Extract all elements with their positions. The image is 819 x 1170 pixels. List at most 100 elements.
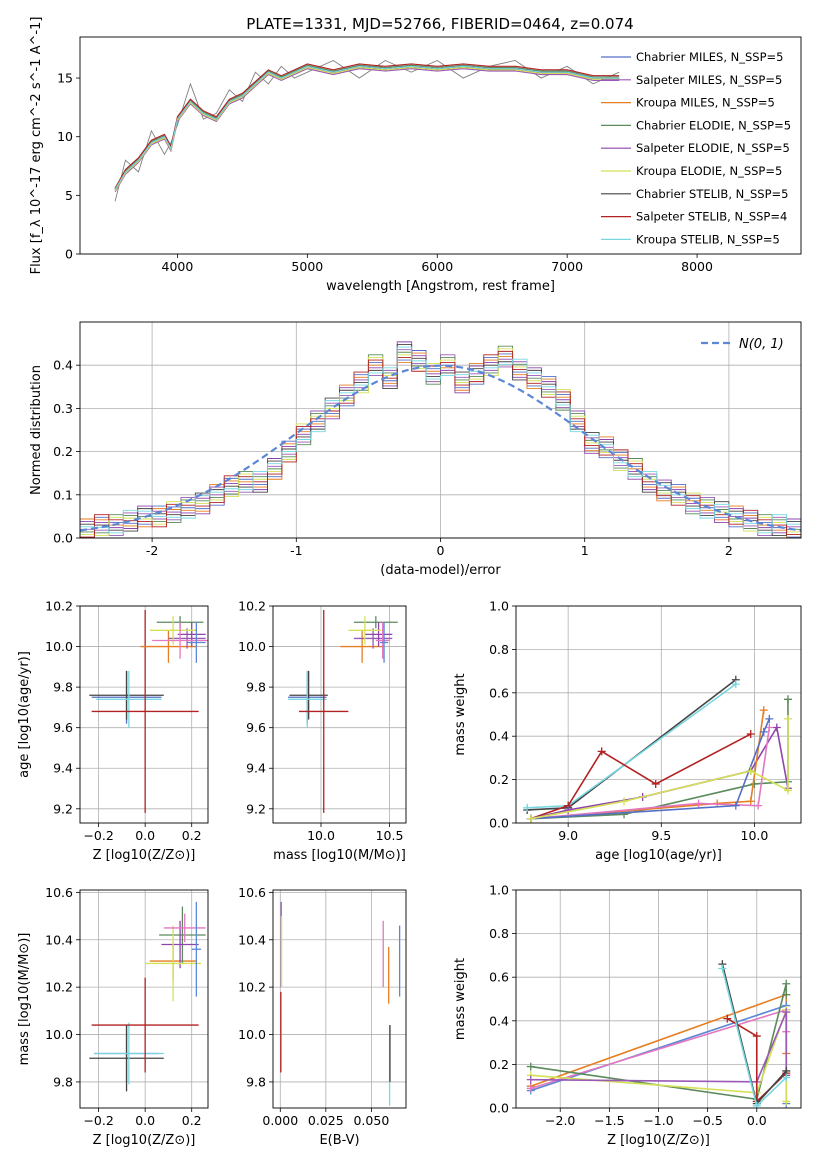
x-tick-label: 6000 xyxy=(421,259,453,274)
legend-label: Kroupa MILES, N_SSP=5 xyxy=(636,96,775,110)
residuals-legend: N(0, 1) xyxy=(701,337,784,352)
x-tick-label: 0.0 xyxy=(747,1113,767,1128)
weight_vs_age-line-6 xyxy=(530,727,771,820)
y-tick-label: 10.0 xyxy=(45,1027,73,1042)
weight_vs_Z-frame xyxy=(515,889,802,1109)
x-tick-label: 9.0 xyxy=(558,828,578,843)
y-tick-label: 10.6 xyxy=(45,885,73,900)
weight_vs_age-marker xyxy=(746,730,755,739)
weight_vs_age-marker xyxy=(620,797,629,806)
y-tick-label: 9.6 xyxy=(53,720,73,735)
weight_vs_age-marker xyxy=(783,714,792,723)
weight_vs_age-marker xyxy=(750,779,759,788)
residuals-frame xyxy=(79,321,802,539)
x-tick-label: 4000 xyxy=(162,259,194,274)
spectrum-axes: 4000 5000 6000 7000 8000 0 5 10 15 Chabrier MILES… xyxy=(29,17,802,294)
weight_vs_Z-marker xyxy=(723,1014,732,1023)
spectrum-xlabel: wavelength [Angstrom, rest frame] xyxy=(326,279,555,294)
y-tick-label: 10.2 xyxy=(238,980,266,995)
weight_vs_Z-marker xyxy=(718,964,727,973)
weight_vs_age-marker xyxy=(759,706,768,715)
spectrum-frame xyxy=(79,36,802,255)
y-tick-label: 9.6 xyxy=(246,720,266,735)
residuals-ylabel: Normed distribution xyxy=(29,365,44,495)
weight_vs_age-line-5 xyxy=(530,710,765,820)
x-tick-label: −0.5 xyxy=(692,1113,722,1128)
y-tick-label: 10.2 xyxy=(45,980,73,995)
weight_vs_Z-marker xyxy=(782,1097,791,1106)
x-tick-label: 2 xyxy=(725,543,733,558)
weight_vs_age-ylabel: mass weight xyxy=(453,673,468,755)
x-tick-label: 0.0 xyxy=(135,1113,155,1128)
y-tick-label: 9.8 xyxy=(53,680,73,695)
weight_vs_Z-ylabel: mass weight xyxy=(453,958,468,1040)
x-tick-label: 0.050 xyxy=(353,1113,389,1128)
x-tick-label: 10.0 xyxy=(741,828,769,843)
mass_vs_ebv-axes: 0.000 0.025 0.050 9.8 10.0 10.2 10.4 10.6 E(B-V) xyxy=(238,885,407,1148)
y-tick-label: 0.2 xyxy=(489,772,509,787)
y-tick-label: 9.4 xyxy=(246,761,266,776)
weight_vs_age-marker xyxy=(754,801,763,810)
y-tick-label: 0.6 xyxy=(489,685,509,700)
x-tick-label: -1 xyxy=(290,543,302,558)
x-tick-label: −1.5 xyxy=(594,1113,624,1128)
age_vs_mass-data xyxy=(288,610,398,813)
y-tick-label: 0.4 xyxy=(53,358,73,373)
legend-label: Salpeter STELIB, N_SSP=4 xyxy=(636,210,787,224)
y-tick-label: 0 xyxy=(65,247,73,262)
age_vs_mass-frame xyxy=(272,605,407,824)
legend-label: Kroupa ELODIE, N_SSP=5 xyxy=(636,164,782,178)
spectrum-model-line-1 xyxy=(114,68,620,193)
weight_vs_Z-line-5 xyxy=(530,1011,788,1083)
y-tick-label: 0.4 xyxy=(489,729,509,744)
age_vs_Z-frame xyxy=(79,605,209,824)
x-tick-label: −1.0 xyxy=(643,1113,673,1128)
x-tick-label: −2.0 xyxy=(545,1113,575,1128)
x-tick-label: 0.0 xyxy=(135,828,155,843)
y-tick-label: 9.2 xyxy=(246,801,266,816)
age_vs_mass-axes: 10.0 10.5 9.2 9.4 9.6 9.8 10.0 10.2 mass [log10(… xyxy=(238,599,407,863)
weight_vs_Z-axes: −2.0 −1.5 −1.0 −0.5 0.0 0.0 0.2 0.4 0.6 0.8 1.0 Z [… xyxy=(453,883,802,1148)
x-tick-label: 7000 xyxy=(551,259,583,274)
weight_vs_age-marker xyxy=(772,723,781,732)
mass_vs_ebv-data xyxy=(280,901,401,1106)
weight_vs_age-marker xyxy=(597,747,606,756)
legend-label: Chabrier MILES, N_SSP=5 xyxy=(636,50,783,64)
y-tick-label: 9.8 xyxy=(246,1074,266,1089)
weight_vs_age-marker xyxy=(731,801,740,810)
spectrum-ylabel: Flux [f_λ 10^-17 erg cm^-2 s^-1 A^-1] xyxy=(29,17,44,275)
y-tick-label: 0.8 xyxy=(489,926,509,941)
y-tick-label: 10.6 xyxy=(238,885,266,900)
weight_vs_age-axes: 9.0 9.5 10.0 0.0 0.2 0.4 0.6 0.8 1.0 age [log10(a… xyxy=(453,599,802,863)
y-tick-label: 0.0 xyxy=(53,531,73,546)
weight_vs_Z-line-3 xyxy=(530,983,788,1101)
mass_vs_Z-data xyxy=(89,901,206,1092)
weight_vs_age-xlabel: age [log10(age/yr)] xyxy=(595,848,722,863)
weight_vs_age-marker xyxy=(759,727,768,736)
age_vs_Z-axes: −0.2 0.0 0.2 9.2 9.4 9.6 9.8 10.0 10.2 Z [log10(Z… xyxy=(17,599,209,863)
y-tick-label: 10.0 xyxy=(45,639,73,654)
spectrum-legend: Chabrier MILES, N_SSP=5 Salpeter MILES, N… xyxy=(601,50,791,246)
legend-label: Chabrier ELODIE, N_SSP=5 xyxy=(636,118,791,132)
legend-label: N(0, 1) xyxy=(739,337,784,352)
mass_vs_ebv-frame xyxy=(272,889,407,1109)
y-tick-label: 10.2 xyxy=(45,599,73,614)
legend-label: Kroupa STELIB, N_SSP=5 xyxy=(636,232,780,246)
y-tick-label: 10.0 xyxy=(238,639,266,654)
y-tick-label: 0.2 xyxy=(489,1057,509,1072)
mass_vs_Z-frame xyxy=(79,889,209,1109)
x-tick-label: 9.5 xyxy=(651,828,671,843)
weight_vs_age-marker xyxy=(526,814,535,823)
weight_vs_Z-marker xyxy=(782,979,791,988)
y-tick-label: 0.1 xyxy=(53,487,73,502)
legend-label: Chabrier STELIB, N_SSP=5 xyxy=(636,187,788,201)
x-tick-label: 0.000 xyxy=(262,1113,298,1128)
y-tick-label: 9.8 xyxy=(246,680,266,695)
age_vs_Z-ylabel: age [log10(age/yr)] xyxy=(17,651,32,778)
weight_vs_age-marker xyxy=(765,714,774,723)
age_vs_Z-data xyxy=(89,610,208,813)
weight_vs_age-marker xyxy=(731,680,740,689)
spectrum-model-line-3 xyxy=(114,64,620,189)
